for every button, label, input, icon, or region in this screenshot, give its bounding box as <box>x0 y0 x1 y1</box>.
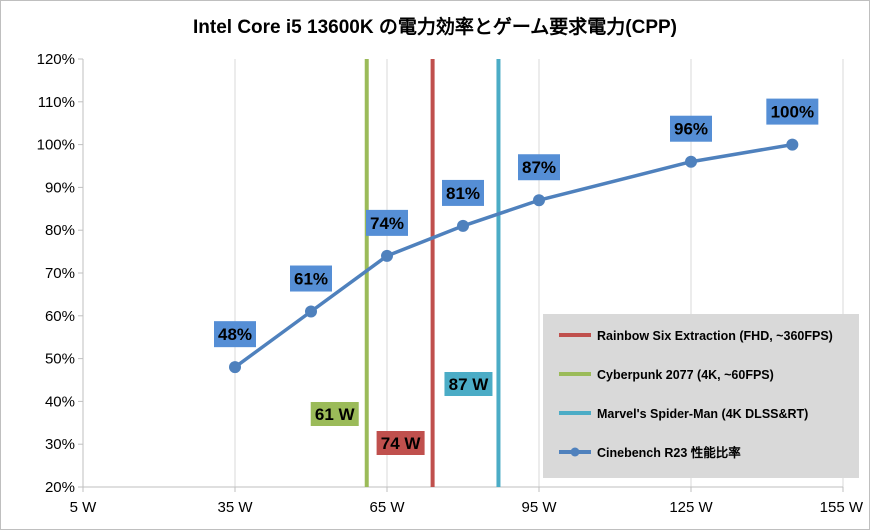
x-tick-label: 35 W <box>217 499 253 516</box>
data-label: 96% <box>674 120 708 139</box>
data-label-box <box>518 154 560 181</box>
y-tick-label: 40% <box>45 393 75 410</box>
reference-label-box <box>376 431 425 455</box>
data-label: 61% <box>294 270 328 289</box>
data-point <box>533 194 545 207</box>
legend-box <box>543 314 859 478</box>
x-tick-label: 65 W <box>369 499 405 516</box>
data-label: 87% <box>522 158 556 177</box>
x-tick-label: 155 W <box>820 499 864 516</box>
chart-title: Intel Core i5 13600K の電力効率とゲーム要求電力(CPP) <box>193 15 677 38</box>
data-point <box>457 219 469 232</box>
legend: Rainbow Six Extraction (FHD, ~360FPS) Cyb… <box>543 314 859 478</box>
data-label-box <box>766 98 819 125</box>
data-label: 81% <box>446 184 480 203</box>
y-tick-label: 50% <box>45 351 75 368</box>
legend-entry-label: Marvel's Spider-Man (4K DLSS&RT) <box>597 407 808 421</box>
data-label-box <box>214 321 256 348</box>
data-label-box <box>366 209 408 236</box>
reference-label-box <box>444 372 493 396</box>
reference-label-box <box>310 402 359 426</box>
data-labels-layer: 48% 61% 74% 81% 87% 96% 100% <box>214 98 819 348</box>
reference-label: 74 W <box>381 434 422 453</box>
y-tick-label: 110% <box>38 94 75 111</box>
y-tick-label: 100% <box>37 137 75 154</box>
data-point <box>229 361 241 374</box>
y-tick-label: 120% <box>37 51 75 68</box>
data-label-box <box>670 115 712 142</box>
legend-entry-label: Rainbow Six Extraction (FHD, ~360FPS) <box>597 329 833 343</box>
axis-layer: 20% 30% 40% 50% 60% 70% 80% 90% 100% 110% 120% 5 W 3… <box>37 51 864 516</box>
x-tick-label: 125 W <box>669 499 713 516</box>
y-tick-label: 80% <box>45 222 75 239</box>
y-tick-label: 20% <box>45 479 75 496</box>
data-point <box>381 249 393 262</box>
reference-lines-layer: 74 W 61 W 87 W <box>310 59 501 487</box>
legend-entry-label: Cyberpunk 2077 (4K, ~60FPS) <box>597 368 774 382</box>
y-tick-label: 60% <box>45 308 75 325</box>
x-tick-label: 95 W <box>521 499 557 516</box>
data-label: 100% <box>771 103 814 122</box>
data-label: 74% <box>370 214 404 233</box>
y-tick-label: 90% <box>45 179 75 196</box>
data-point <box>786 138 799 151</box>
data-point <box>305 305 317 318</box>
data-point <box>685 155 697 168</box>
reference-label: 87 W <box>449 375 490 394</box>
legend-entry-label: Cinebench R23 性能比率 <box>597 445 741 460</box>
legend-marker <box>570 447 580 457</box>
y-tick-label: 70% <box>45 265 75 282</box>
x-tick-label: 5 W <box>70 499 98 516</box>
data-label-box <box>442 179 484 206</box>
series-layer <box>229 138 799 374</box>
data-label: 48% <box>218 325 252 344</box>
y-tick-label: 30% <box>45 436 75 453</box>
data-label-box <box>290 265 332 292</box>
reference-label: 61 W <box>315 405 356 424</box>
